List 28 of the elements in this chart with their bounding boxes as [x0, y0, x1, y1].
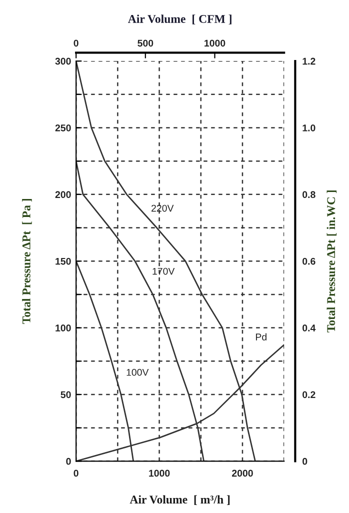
x2-tick-label: 500: [138, 40, 154, 47]
y2-tick-label: 0.4: [302, 324, 316, 332]
y2-tick-label: 0: [302, 458, 308, 465]
y-tick-label: 50: [60, 391, 71, 398]
y-tick-label: 150: [56, 258, 71, 265]
y-tick-label: 200: [55, 191, 71, 198]
y-axis-title: Total Pressure ΔPt [ Pa ]: [22, 199, 32, 324]
y2-tick-label: 0.8: [302, 191, 316, 198]
x-axis-title: Air Volume [ m³/h ]: [130, 495, 230, 506]
x2-tick-label: 0: [74, 40, 78, 47]
x-tick-label: 2000: [232, 470, 253, 477]
x2-axis-title: Air Volume [ CFM ]: [128, 14, 232, 24]
y-tick-label: 300: [55, 58, 71, 65]
series-label: 100V: [126, 368, 149, 376]
y-tick-label: 0: [66, 458, 71, 465]
y2-tick-label: 1.2: [302, 58, 316, 65]
series-label: Pd: [256, 333, 266, 340]
series-label: 220V: [152, 204, 174, 212]
y2-tick-label: 1.0: [302, 124, 316, 132]
y2-axis-title: Total Pressure ΔPt [ in.WC ]: [326, 190, 337, 332]
y-tick-label: 250: [55, 124, 71, 132]
x-tick-label: 1000: [149, 470, 170, 477]
y2-tick-label: 0.6: [302, 258, 316, 265]
y-tick-label: 100: [56, 324, 71, 332]
x2-tick-label: 1000: [204, 40, 226, 47]
y2-tick-label: 0.2: [302, 391, 316, 398]
series-label: 170V: [152, 268, 175, 275]
x-tick-label: 0: [74, 470, 78, 477]
